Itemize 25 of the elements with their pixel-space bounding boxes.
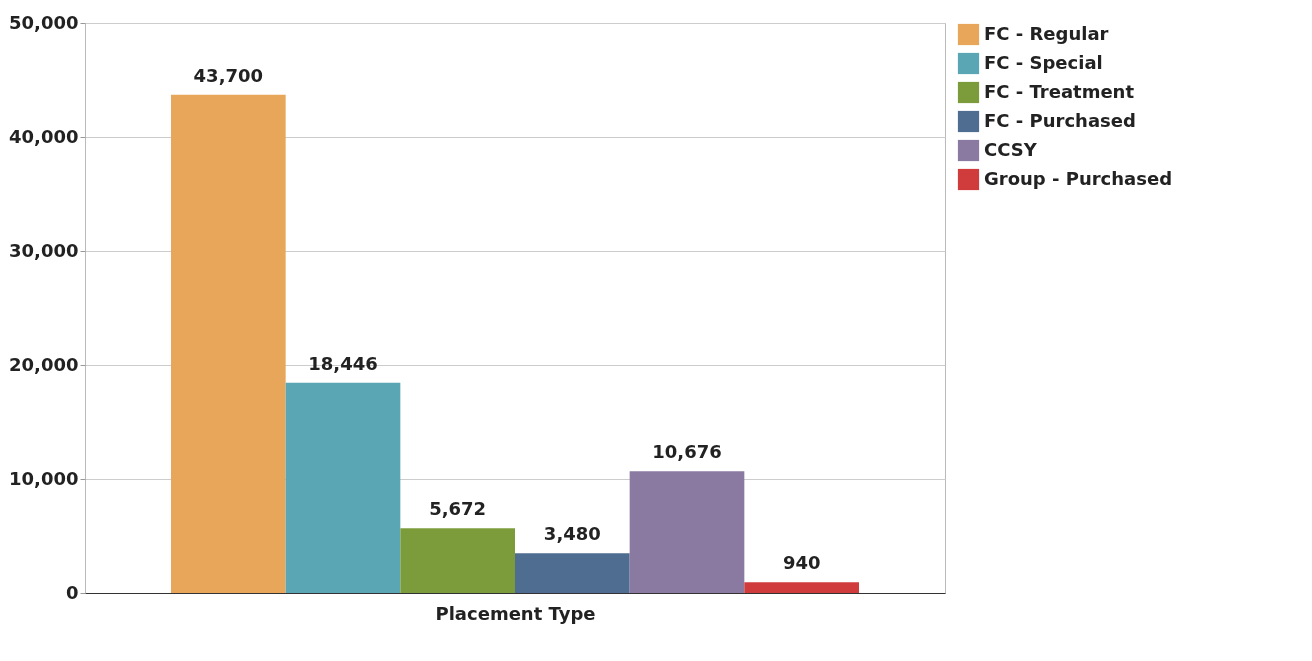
bar [285,382,401,593]
bar [515,553,630,593]
bar [629,471,745,593]
x-axis-title: Placement Type [435,602,596,624]
y-tick-label: 50,000 [9,11,79,33]
data-label: 43,700 [193,64,264,86]
legend-label: CCSY [984,138,1038,160]
data-label: 10,676 [652,441,722,463]
data-label: 940 [782,552,821,574]
legend-label: FC - Treatment [984,80,1135,102]
data-label: 5,672 [429,498,487,520]
bar [744,582,859,593]
data-label: 3,480 [543,523,601,545]
y-tick-label: 20,000 [9,353,79,375]
y-tick-label: 0 [65,581,79,603]
y-tick-label: 10,000 [9,467,79,489]
legend-label: FC - Regular [984,22,1109,44]
y-tick-label: 30,000 [9,239,79,261]
legend-label: FC - Purchased [984,109,1136,131]
data-label: 18,446 [308,352,378,374]
legend-label: Group - Purchased [984,167,1173,189]
legend-label: FC - Special [984,51,1103,73]
y-tick-label: 40,000 [9,125,79,147]
bar [171,94,286,593]
bar [400,528,515,593]
